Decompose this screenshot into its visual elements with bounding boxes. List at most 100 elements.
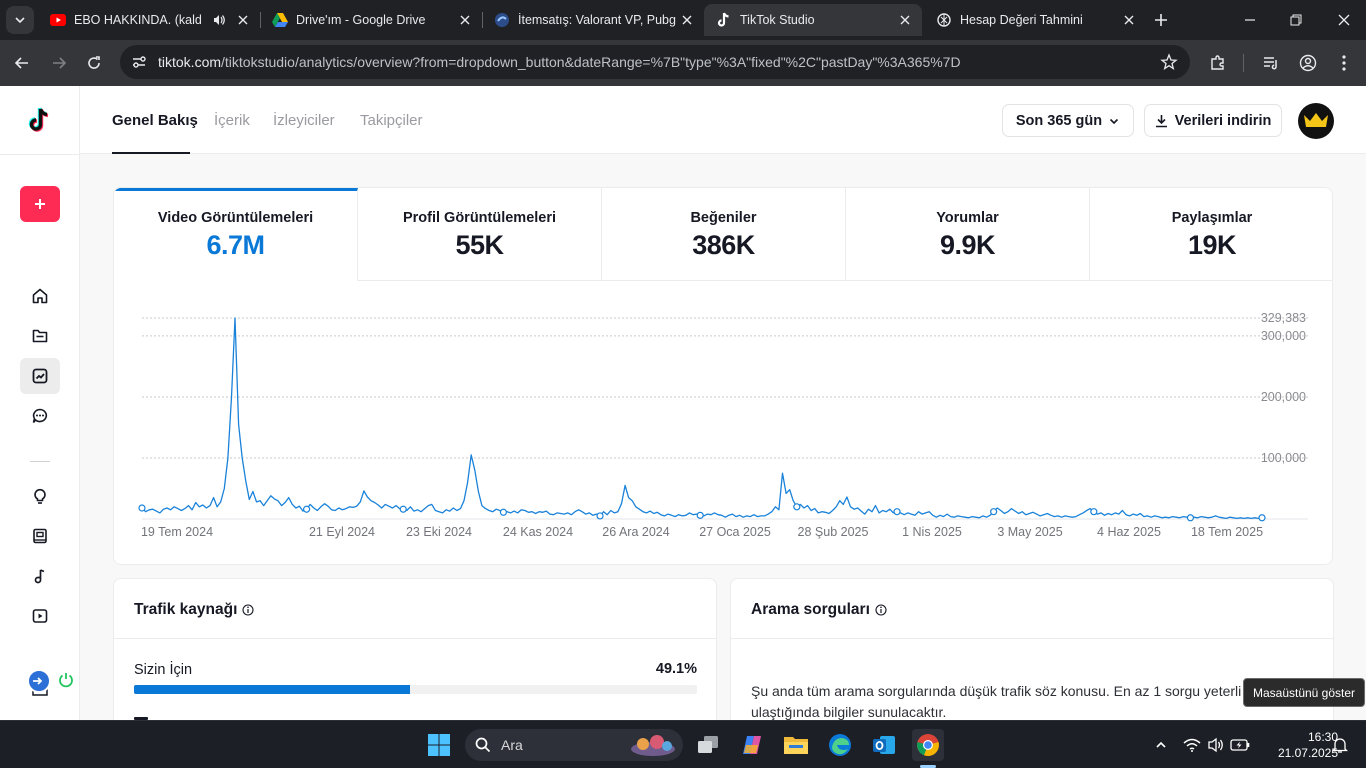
- metric-video-views[interactable]: Video Görüntülemeleri 6.7M: [114, 188, 358, 281]
- new-tab-button[interactable]: [1150, 9, 1172, 31]
- close-tab-icon[interactable]: [458, 13, 472, 27]
- close-window-button[interactable]: [1332, 8, 1356, 32]
- media-control-button[interactable]: [1260, 52, 1282, 74]
- speaker-icon[interactable]: [212, 13, 226, 27]
- outlook-button[interactable]: [868, 729, 900, 761]
- data-point: [1186, 514, 1195, 522]
- copilot-button[interactable]: [736, 729, 768, 761]
- data-point: [1090, 508, 1098, 516]
- sidebar-item-sounds[interactable]: [20, 558, 60, 594]
- tab-content[interactable]: İçerik: [214, 112, 250, 129]
- music-note-icon: [34, 569, 45, 584]
- file-explorer-button[interactable]: [780, 729, 812, 761]
- close-tab-icon[interactable]: [1122, 13, 1136, 27]
- back-button[interactable]: [11, 52, 33, 74]
- address-bar[interactable]: tiktok.com/tiktokstudio/analytics/overvi…: [120, 45, 1190, 79]
- lightbulb-icon: [34, 488, 46, 504]
- analytics-top-bar: Genel Bakış İçerik İzleyiciler Takipçile…: [80, 86, 1366, 154]
- sidebar-item-analytics[interactable]: [20, 358, 60, 394]
- metric-likes[interactable]: Beğeniler 386K: [602, 188, 846, 281]
- sidebar-item-posts[interactable]: [20, 318, 60, 354]
- arrow-left-icon: [14, 57, 28, 69]
- sidebar-item-inspiration[interactable]: [20, 478, 60, 514]
- info-icon[interactable]: [875, 604, 887, 616]
- task-view-icon: [698, 736, 718, 753]
- sidebar-item-home[interactable]: [20, 278, 60, 314]
- taskbar-search[interactable]: Ara: [465, 729, 683, 761]
- wifi-button[interactable]: [1182, 735, 1202, 755]
- restore-button[interactable]: [1284, 8, 1308, 32]
- battery-charging-icon: [1230, 739, 1250, 751]
- x-tick-label: 4 Haz 2025: [1097, 525, 1161, 539]
- x-tick-label: 18 Tem 2025: [1191, 525, 1263, 539]
- analytics-icon: [32, 368, 48, 384]
- close-tab-icon[interactable]: [680, 13, 694, 27]
- x-tick-label: 26 Ara 2024: [602, 525, 669, 539]
- upload-button[interactable]: [20, 186, 60, 222]
- profile-button[interactable]: [1297, 52, 1319, 74]
- close-tab-icon[interactable]: [236, 13, 250, 27]
- chrome-button[interactable]: [912, 729, 944, 761]
- taskbar-clock[interactable]: 16:30 21.07.2025: [1254, 729, 1338, 761]
- card-divider: [114, 638, 716, 639]
- search-empty-message: Şu anda tüm arama sorgularında düşük tra…: [751, 683, 1242, 720]
- notifications-button[interactable]: [1330, 735, 1350, 755]
- traffic-source-percent: 49.1%: [655, 661, 697, 677]
- browser-tab-chatgpt[interactable]: Hesap Değeri Tahmini: [924, 4, 1146, 36]
- data-point: [893, 508, 901, 516]
- tab-followers[interactable]: Takipçiler: [360, 112, 423, 129]
- browser-tab-youtube[interactable]: EBO HAKKINDA. (kaldırıl: [38, 4, 260, 36]
- sidebar-item-comments[interactable]: [20, 398, 60, 434]
- power-icon[interactable]: [57, 671, 75, 689]
- browser-menu-button[interactable]: [1333, 52, 1355, 74]
- x-tick-label: 23 Eki 2024: [406, 525, 472, 539]
- reload-button[interactable]: [83, 52, 105, 74]
- volume-button[interactable]: [1206, 735, 1226, 755]
- tab-separator: [482, 12, 483, 28]
- avatar[interactable]: [1298, 103, 1334, 139]
- close-tab-icon[interactable]: [898, 13, 912, 27]
- metric-shares[interactable]: Paylaşımlar 19K: [1090, 188, 1332, 281]
- data-point: [696, 511, 704, 519]
- start-button[interactable]: [423, 729, 455, 761]
- video-views-chart[interactable]: 329,383 300,000 200,000 100,000 19 Tem 2024 2…: [114, 281, 1333, 565]
- url-path: /tiktokstudio/analytics/overview?from=dr…: [221, 54, 961, 70]
- url-host: tiktok.com: [158, 54, 222, 70]
- bookmark-star-icon[interactable]: [1160, 53, 1178, 71]
- search-icon: [475, 737, 491, 753]
- sidebar-item-academy[interactable]: [20, 518, 60, 554]
- tab-overview[interactable]: Genel Bakış: [112, 112, 198, 129]
- metric-value: 6.7M: [206, 230, 265, 260]
- tab-viewers[interactable]: İzleyiciler: [273, 112, 335, 129]
- tab-separator: [260, 12, 261, 28]
- download-data-button[interactable]: Verileri indirin: [1144, 104, 1282, 137]
- browser-toolbar: tiktok.com/tiktokstudio/analytics/overvi…: [0, 40, 1366, 86]
- edge-button[interactable]: [824, 729, 856, 761]
- folder-icon: [784, 737, 808, 754]
- metric-profile-views[interactable]: Profil Görüntülemeleri 55K: [358, 188, 602, 281]
- tab-search-button[interactable]: [6, 6, 34, 34]
- y-tick-label: 100,000: [1261, 451, 1306, 465]
- browser-tab-itemsatis[interactable]: İtemsatış: Valorant VP, Pubg: [482, 4, 704, 36]
- minimize-button[interactable]: [1238, 8, 1262, 32]
- extensions-button[interactable]: [1207, 52, 1229, 74]
- tiktok-logo[interactable]: [26, 106, 54, 134]
- task-view-button[interactable]: [692, 729, 724, 761]
- browser-tab-google-drive[interactable]: Drive'ım - Google Drive: [260, 4, 482, 36]
- overview-card: Video Görüntülemeleri 6.7M Profil Görünt…: [113, 187, 1333, 565]
- x-tick-label: 27 Oca 2025: [699, 525, 771, 539]
- reload-icon: [88, 56, 100, 69]
- forward-button[interactable]: [48, 52, 70, 74]
- data-point: [1258, 514, 1266, 522]
- info-icon[interactable]: [242, 604, 254, 616]
- battery-button[interactable]: [1230, 735, 1250, 755]
- metric-comments[interactable]: Yorumlar 9.9K: [846, 188, 1090, 281]
- site-info-icon[interactable]: [130, 53, 148, 71]
- date-range-dropdown[interactable]: Son 365 gün: [1002, 104, 1134, 137]
- tray-overflow-button[interactable]: [1151, 735, 1171, 755]
- sidebar-item-videos[interactable]: [20, 598, 60, 634]
- browser-tab-tiktok-studio[interactable]: TikTok Studio: [704, 4, 922, 36]
- data-point: [303, 505, 311, 513]
- metric-value: 55K: [455, 230, 504, 260]
- extension-badge-icon[interactable]: [27, 669, 51, 693]
